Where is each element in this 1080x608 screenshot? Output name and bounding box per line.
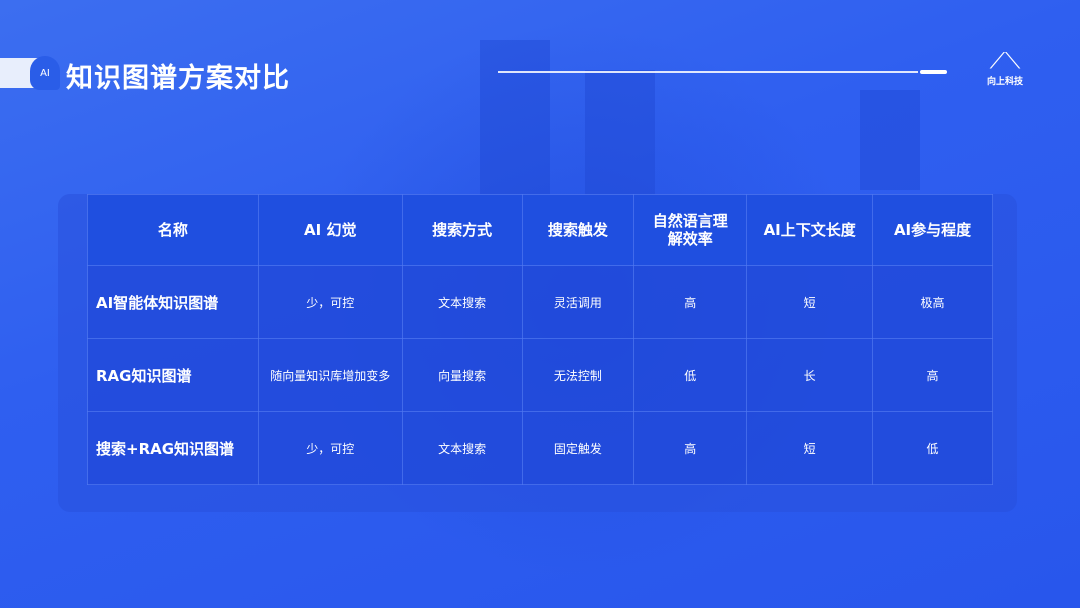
table-cell: 向量搜索: [401, 338, 523, 412]
table-cell: 文本搜索: [401, 411, 523, 485]
col-header: 搜索方式: [401, 194, 523, 266]
col-header: 自然语言理解效率: [633, 194, 748, 266]
table-cell: 随向量知识库增加变多: [257, 338, 403, 412]
table-cell: 低: [633, 338, 748, 412]
divider-line: [498, 71, 918, 73]
page-title: 知识图谱方案对比: [66, 63, 290, 94]
table-row: RAG知识图谱 随向量知识库增加变多 向量搜索 无法控制低长高: [87, 338, 993, 412]
table-cell: 短: [746, 411, 874, 485]
logo-mark-icon: ⟋⟍: [989, 49, 1021, 74]
logo-text: 向上科技: [986, 77, 1023, 87]
table-row: AI智能体知识图谱 少，可控 文本搜索 灵活调用高短极高: [87, 265, 993, 339]
row-name-cell: 搜索+RAG知识图谱: [87, 411, 259, 485]
table-cell: 少，可控: [257, 265, 403, 339]
table-cell: 无法控制: [521, 338, 635, 412]
table-cell: 长: [746, 338, 874, 412]
row-name-cell: RAG知识图谱: [87, 338, 259, 412]
table-cell: 高: [872, 338, 993, 412]
table-cell: 文本搜索: [401, 265, 523, 339]
building: [860, 90, 920, 190]
col-header: AI参与程度: [872, 194, 993, 266]
col-header: AI 幻觉: [257, 194, 403, 266]
table-row: 搜索+RAG知识图谱 少，可控 文本搜索 固定触发高短低: [87, 411, 993, 485]
table-cell: 极高: [872, 265, 993, 339]
ai-head-icon: AI: [30, 56, 60, 90]
table-cell: 短: [746, 265, 874, 339]
row-name-cell: AI智能体知识图谱: [87, 265, 259, 339]
table-cell: 低: [872, 411, 993, 485]
company-logo: ⟋⟍ 向上科技: [985, 49, 1025, 88]
table-cell: 高: [633, 411, 748, 485]
col-header: 名称: [87, 194, 259, 266]
table-cell: 灵活调用: [521, 265, 635, 339]
table-cell: 少，可控: [257, 411, 403, 485]
table-cell: 固定触发: [521, 411, 635, 485]
comparison-table: 名称 AI 幻觉 搜索方式 搜索触发 自然语言理解效率 AI上下文长度 AI参与…: [87, 194, 993, 485]
table-cell: 高: [633, 265, 748, 339]
col-header: AI上下文长度: [746, 194, 874, 266]
col-header: 搜索触发: [521, 194, 635, 266]
divider-accent: [920, 70, 947, 74]
table-header-row: 名称 AI 幻觉 搜索方式 搜索触发 自然语言理解效率 AI上下文长度 AI参与…: [87, 194, 993, 266]
